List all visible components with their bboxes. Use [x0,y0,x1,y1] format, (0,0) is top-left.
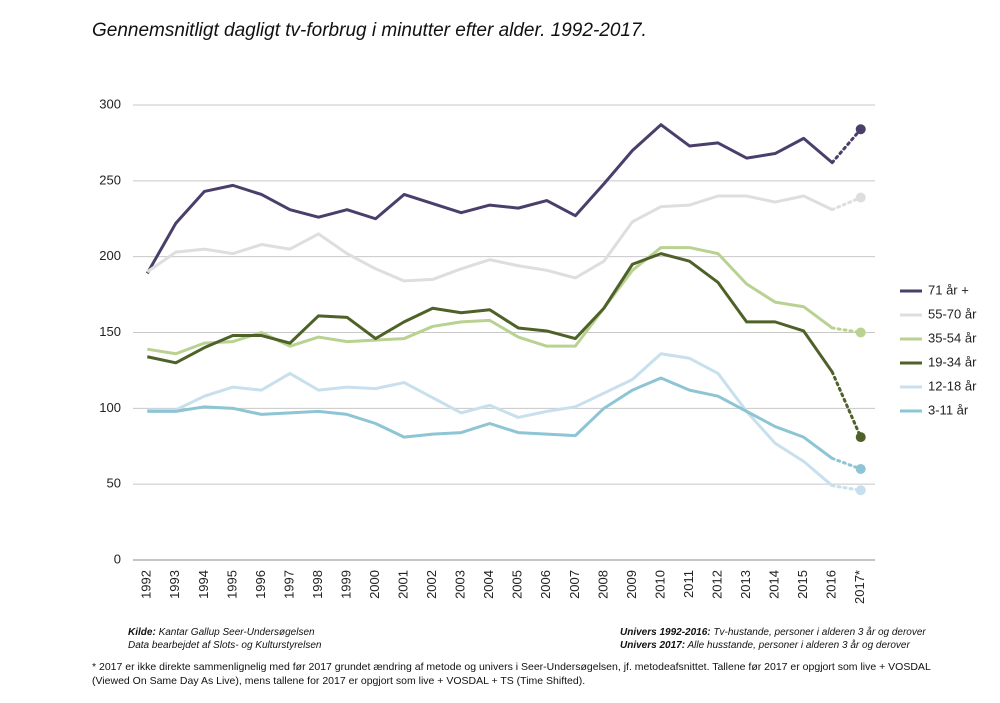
x-tick-label: 1997 [281,570,296,599]
series-line [147,352,834,487]
univers-note: Univers 1992-2016: Tv-hustande, personer… [620,626,926,652]
y-tick-label: 150 [99,324,121,339]
x-tick-label: 2011 [681,570,696,598]
y-tick-label: 250 [99,172,121,187]
legend-label: 35-54 år [928,330,977,345]
legend-label: 12-18 år [928,378,977,393]
x-tick-label: 1998 [310,570,325,599]
series-point [855,432,866,443]
y-tick-label: 0 [114,551,121,566]
x-tick-label: 2009 [624,570,639,599]
x-tick-label: 2006 [538,570,553,599]
x-tick-label: 2003 [453,570,468,599]
y-tick-label: 300 [99,96,121,111]
series-dotted-line [830,196,863,212]
series-line [145,123,834,275]
x-tick-label: 2016 [824,570,839,599]
series-point [855,124,866,135]
source: Kantar Gallup Seer-Undersøgelsen [158,627,315,638]
x-tick-label: 2015 [795,570,810,599]
series-line [146,194,833,283]
x-tick-label: 2007 [567,570,582,599]
x-tick-label: 2005 [510,570,525,599]
chart-title: Gennemsnitligt dagligt tv-forbrug i minu… [92,20,647,41]
source-label: Kilde: [128,627,156,638]
source-line2: Data bearbejdet af Slots- og Kulturstyre… [128,640,322,651]
x-tick-label: 2008 [595,570,610,599]
x-tick-label: 1993 [167,570,182,599]
series-dotted-line [830,456,863,471]
series-point [855,485,866,496]
univers1-label: Univers 1992-2016: [620,627,711,638]
univers1: Tv-hustande, personer i alderen 3 år og … [713,627,926,638]
legend-label: 55-70 år [928,306,977,321]
series-point [855,327,866,338]
series-line [147,376,834,460]
x-tick-label: 2001 [396,570,411,599]
x-tick-label: 2017* [852,570,867,604]
series-point [855,464,866,474]
x-tick-label: 2000 [367,570,382,599]
source-note: Kilde: Kantar Gallup Seer-Undersøgelsen … [128,626,321,652]
legend-label: 19-34 år [928,354,977,369]
univers2: Alle husstande, personer i alderen 3 år … [687,640,910,651]
legend-label: 71 år + [928,282,969,297]
x-tick-label: 2010 [652,570,667,599]
series-line [146,252,834,373]
x-tick-label: 1994 [196,570,211,599]
y-tick-label: 200 [99,248,121,263]
y-tick-label: 50 [107,476,121,491]
legend-label: 3-11 år [928,402,969,417]
series-dotted-line [830,370,863,439]
series-point [855,192,866,203]
univers2-label: Univers 2017: [620,640,686,651]
x-tick-label: 2013 [738,570,753,599]
x-tick-label: 2004 [481,570,496,599]
x-tick-label: 1996 [253,570,268,599]
x-tick-label: 1995 [224,570,239,599]
x-tick-label: 2002 [424,570,439,599]
x-tick-label: 2014 [767,570,782,599]
series-line [147,246,834,356]
x-tick-label: 1999 [338,570,353,599]
y-tick-label: 100 [99,400,121,415]
x-tick-label: 2012 [709,570,724,599]
x-tick-label: 1992 [139,570,154,599]
series-dotted-line [830,127,863,165]
footnote: * 2017 er ikke direkte sammenlignelig me… [92,661,931,687]
